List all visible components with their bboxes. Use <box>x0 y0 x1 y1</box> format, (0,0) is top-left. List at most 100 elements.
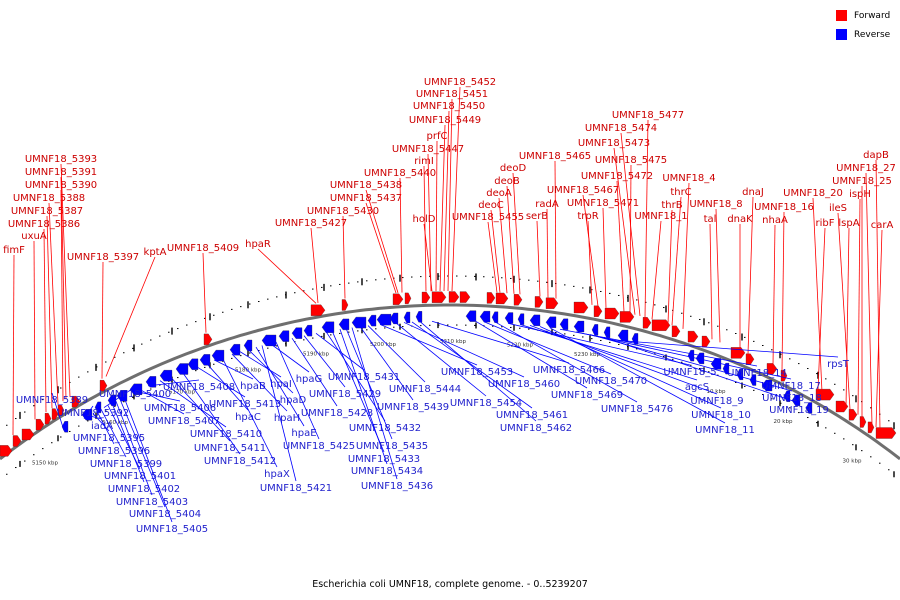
reverse-gene-label: UMNF18_5444 <box>389 384 461 395</box>
reverse-label-leader <box>83 405 94 419</box>
forward-gene-label: uxuA <box>21 231 47 242</box>
reverse-label-leader <box>339 329 388 465</box>
forward-gene-label: tal <box>704 214 717 225</box>
scale-label: 20 kbp <box>774 419 793 425</box>
reverse-gene-label: UMNF18_17 <box>761 381 821 392</box>
reverse-label-leader <box>403 322 525 378</box>
forward-gene-label: UMNF18_8 <box>689 199 742 210</box>
forward-label-leader <box>671 196 682 326</box>
forward-gene-label: ribF <box>816 218 835 229</box>
forward-gene-label: UMNF18_5388 <box>13 193 85 204</box>
reverse-gene-arrow <box>303 324 313 337</box>
forward-gene-label: prfC <box>427 131 448 142</box>
forward-label-leader <box>536 220 541 297</box>
forward-label-leader <box>101 261 104 379</box>
reverse-gene-label: UMNF18_10 <box>691 410 751 421</box>
forward-gene-label: UMNF18_5393 <box>25 154 97 165</box>
forward-label-leader <box>439 124 446 292</box>
reverse-gene-arrow <box>367 314 377 327</box>
reverse-gene-arrow <box>389 312 399 325</box>
forward-gene-arrow <box>848 409 858 421</box>
forward-label-leader <box>12 254 15 436</box>
reverse-gene-arrow <box>321 321 335 333</box>
reverse-gene-label: hpaB <box>240 381 266 392</box>
forward-gene-label: UMNF18_5465 <box>519 151 591 162</box>
forward-gene-label: UMNF18_5471 <box>567 198 639 209</box>
reverse-gene-arrow <box>94 401 102 414</box>
reverse-gene-arrow <box>617 329 629 342</box>
scale-label: 10 kbp <box>707 389 726 395</box>
reverse-gene-label: UMNF18_5435 <box>356 441 428 452</box>
reverse-gene-label: rpsT <box>827 359 850 370</box>
forward-gene-label: UMNF18_27 <box>836 163 896 174</box>
legend-swatch <box>836 10 847 21</box>
reverse-gene-arrow <box>722 362 730 375</box>
forward-gene-label: UMNF18_5427 <box>275 218 347 229</box>
reverse-gene-label: UMNF18_5396 <box>78 446 150 457</box>
forward-label-leader <box>48 202 59 405</box>
reverse-label-leader <box>359 326 414 401</box>
forward-gene-label: UMNF18_5477 <box>612 110 684 121</box>
forward-gene-label: UMNF18_16 <box>754 202 814 213</box>
reverse-label-leader <box>111 403 145 483</box>
forward-label-leader <box>817 227 826 390</box>
reverse-label-leader <box>519 323 698 381</box>
forward-gene-label: UMNF18_5440 <box>364 168 436 179</box>
reverse-gene-label: UMNF18_5428 <box>301 408 373 419</box>
reverse-label-leader <box>275 341 320 440</box>
forward-gene-label: hpaR <box>245 239 271 250</box>
legend: Forward Reverse <box>836 9 890 47</box>
forward-label-leader <box>202 252 207 333</box>
scale-label: 5200 kbp <box>370 342 396 348</box>
forward-label-leader <box>257 248 317 304</box>
reverse-label-leader <box>96 411 115 445</box>
reverse-gene-label: UMNF18_5431 <box>328 372 400 383</box>
reverse-gene-arrow <box>351 316 367 329</box>
forward-gene-label: serB <box>526 211 548 222</box>
forward-gene-arrow <box>392 293 404 305</box>
forward-gene-label: dnaK <box>727 214 753 225</box>
forward-gene-label: UMNF18_5475 <box>595 155 667 166</box>
forward-label-leader <box>747 196 754 355</box>
forward-gene-label: UMNF18_25 <box>832 176 892 187</box>
reverse-gene-arrow <box>199 354 211 366</box>
forward-label-leader <box>365 189 399 293</box>
legend-label: Forward <box>854 10 891 21</box>
reverse-label-leader <box>411 321 533 409</box>
forward-label-leader <box>546 208 549 298</box>
forward-gene-arrow <box>310 304 326 316</box>
forward-gene-label: deoA <box>486 188 512 199</box>
forward-label-leader <box>602 207 607 308</box>
reverse-gene-arrow <box>479 310 491 323</box>
reverse-gene-label: iadA <box>91 421 113 432</box>
reverse-gene-label: hpaH <box>274 413 300 424</box>
forward-label-leader <box>447 98 453 292</box>
forward-label-leader <box>60 189 64 402</box>
forward-gene-label: ileS <box>829 203 847 214</box>
forward-gene-arrow <box>35 419 45 431</box>
forward-label-leader <box>875 159 881 430</box>
forward-gene-arrow <box>51 408 59 420</box>
forward-gene-arrow <box>71 396 81 408</box>
forward-gene-arrow <box>431 291 447 303</box>
forward-label-leader <box>490 209 501 293</box>
reverse-gene-label: UMNF18_5412 <box>204 456 276 467</box>
reverse-gene-arrow <box>175 363 189 375</box>
reverse-gene-label: UMNF18_5453 <box>441 367 513 378</box>
forward-gene-arrow <box>21 428 35 441</box>
forward-gene-arrow <box>203 333 213 346</box>
forward-gene-arrow <box>421 291 431 304</box>
forward-gene-arrow <box>835 400 849 413</box>
forward-gene-label: UMNF18_5437 <box>330 193 402 204</box>
legend-label: Reverse <box>854 29 891 40</box>
reverse-label-leader <box>291 337 338 407</box>
forward-gene-arrow <box>0 445 13 457</box>
forward-label-leader <box>857 198 861 415</box>
forward-gene-label: trpR <box>577 211 598 222</box>
forward-gene-arrow <box>671 325 681 337</box>
forward-gene-label: UMNF18_20 <box>783 188 843 199</box>
reverse-label-leader <box>419 321 537 422</box>
forward-label-leader <box>709 223 713 340</box>
reverse-gene-label: hpaC <box>235 412 261 423</box>
reverse-label-leader <box>269 343 310 373</box>
